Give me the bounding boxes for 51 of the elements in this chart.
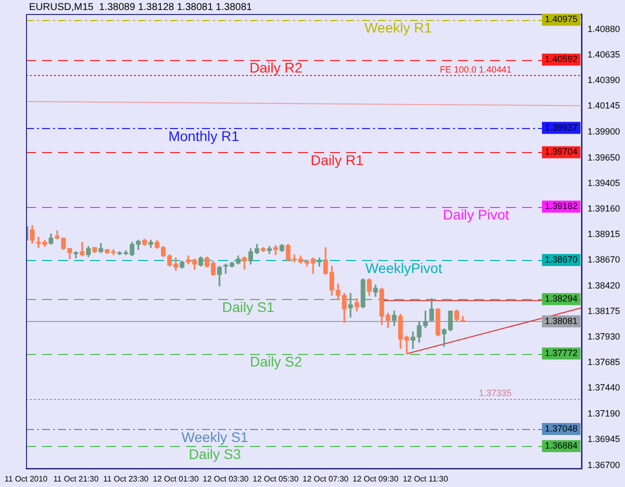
annotation: 1.39704	[544, 146, 578, 157]
y-tick-label: 1.40145	[587, 100, 620, 111]
ref-line-label: Daily R1	[310, 152, 364, 168]
ref-line-label: Daily S1	[222, 299, 274, 316]
chart-title: EURUSD,M15 1.38089 1.38128 1.38081 1.38081	[29, 2, 252, 13]
x-tick-label: 12 Oct 01:30	[152, 474, 200, 484]
annotation: 1.40592	[544, 54, 578, 64]
y-tick-label: 1.38670	[587, 254, 620, 264]
y-tick-label: 1.40390	[587, 75, 620, 86]
ref-line-label: Daily S3	[188, 446, 242, 462]
x-tick-label: 11 Oct 2010	[4, 474, 48, 484]
ref-line-label: Daily S2	[250, 353, 302, 370]
y-tick-label: 1.40880	[587, 24, 620, 34]
x-tick-label: 12 Oct 07:30	[302, 474, 350, 484]
ref-line-label: Weekly R1	[364, 20, 432, 36]
ref-line-label: Monthly R1	[168, 128, 240, 144]
ref-line-label: Weekly S1	[182, 428, 248, 445]
annotation: 1.39182	[544, 201, 578, 212]
x-tick-label: 12 Oct 11:30	[402, 474, 449, 484]
x-tick-label: 12 Oct 03:30	[202, 474, 250, 484]
y-tick-label: 1.38175	[587, 306, 620, 316]
annotation: 1.40975	[544, 14, 578, 24]
ref-line-label: FE 100.0 1.40441	[440, 64, 512, 74]
y-tick-label: 1.38420	[587, 280, 620, 290]
annotation: 1.38081	[544, 316, 578, 326]
x-tick-label: 12 Oct 09:30	[352, 474, 399, 484]
x-tick-label: 11 Oct 21:30	[53, 474, 100, 484]
y-tick-label: 1.39650	[587, 152, 620, 162]
annotation: 1.38670	[544, 254, 578, 264]
x-tick-label: 12 Oct 05:30	[252, 474, 300, 484]
y-tick-label: 1.40635	[587, 50, 620, 60]
x-tick-label: 11 Oct 23:30	[103, 474, 150, 484]
annotation: 1.38294	[544, 294, 578, 304]
y-tick-label: 1.37930	[587, 332, 620, 342]
y-tick-label: 1.36700	[587, 460, 620, 470]
annotation: 1.39937	[544, 122, 578, 132]
y-tick-label: 1.39405	[587, 178, 620, 188]
ref-line-label: Daily Pivot	[442, 206, 510, 222]
y-tick-label: 1.37685	[587, 357, 620, 368]
y-tick-label: 1.38915	[587, 228, 620, 239]
y-tick-label: 1.39900	[587, 126, 620, 136]
annotation: 1.37048	[544, 423, 578, 434]
annotation: 1.37772	[544, 348, 578, 358]
ref-line-label: Daily R2	[250, 60, 303, 76]
y-tick-label: 1.39160	[587, 203, 620, 214]
y-tick-label: 1.37440	[587, 382, 620, 393]
annotation: 1.36884	[544, 440, 578, 451]
y-tick-label: 1.37190	[587, 408, 620, 419]
ref-line-label: 1.37335	[478, 388, 512, 398]
y-tick-label: 1.36945	[587, 434, 620, 444]
ref-line-label: WeeklyPivot	[365, 260, 442, 276]
